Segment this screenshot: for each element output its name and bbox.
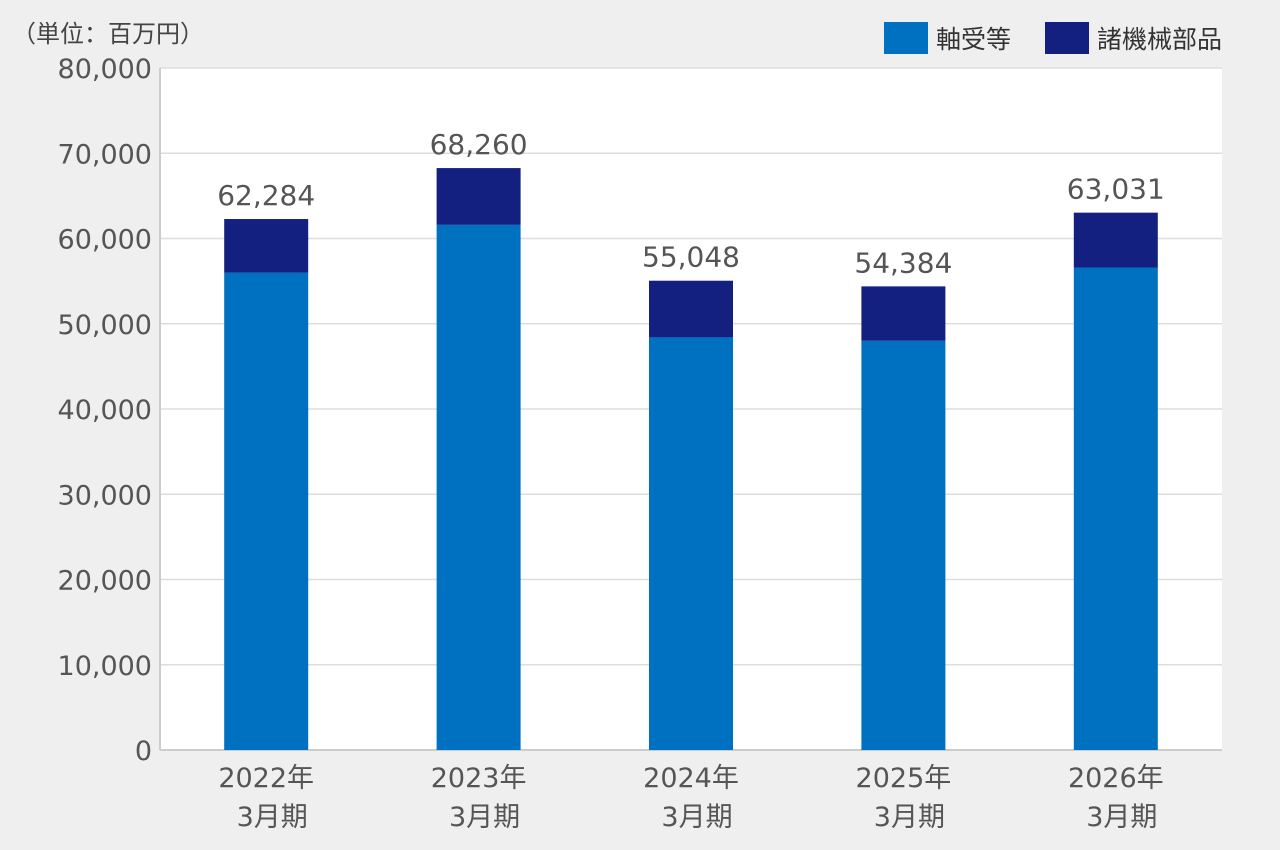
legend-label-bearings: 軸受等 bbox=[935, 25, 1011, 54]
y-tick-label: 60,000 bbox=[58, 225, 152, 256]
bar-segment-machine-parts bbox=[861, 286, 946, 341]
y-tick-label: 40,000 bbox=[58, 395, 152, 426]
y-tick-label: 30,000 bbox=[58, 480, 152, 511]
bar-segment-bearings bbox=[436, 224, 521, 751]
legend-label-machine-parts: 諸機械部品 bbox=[1096, 25, 1222, 54]
legend-item-bearings: 軸受等 bbox=[883, 20, 1011, 56]
bar-total-label: 62,284 bbox=[217, 179, 315, 212]
bar-segment-bearings bbox=[1073, 267, 1158, 750]
x-tick-label-year: 2025年 bbox=[856, 763, 952, 794]
bar-total-label: 55,048 bbox=[642, 241, 740, 274]
bar-segment-bearings bbox=[649, 337, 733, 750]
legend-item-machine-parts: 諸機械部品 bbox=[1044, 20, 1222, 56]
bar-total-label: 63,031 bbox=[1067, 173, 1165, 206]
y-tick-label: 70,000 bbox=[58, 139, 152, 170]
unit-label: （単位：百万円） bbox=[12, 20, 204, 48]
bar-segment-bearings bbox=[224, 272, 309, 750]
x-tick-label-period: 3月期 bbox=[874, 802, 945, 833]
bar-total-label: 68,260 bbox=[430, 128, 528, 161]
y-tick-label: 10,000 bbox=[58, 651, 152, 682]
y-tick-label: 20,000 bbox=[58, 566, 152, 597]
y-tick-label: 50,000 bbox=[58, 310, 152, 341]
bar-segment-machine-parts bbox=[224, 219, 309, 273]
x-tick-label-period: 3月期 bbox=[1086, 802, 1157, 833]
y-tick-label: 0 bbox=[135, 736, 152, 767]
bar-segment-machine-parts bbox=[1073, 212, 1158, 268]
x-tick-label-year: 2023年 bbox=[431, 763, 527, 794]
bar-total-label: 54,384 bbox=[854, 246, 952, 279]
x-tick-label-year: 2024年 bbox=[643, 763, 739, 794]
x-tick-label-period: 3月期 bbox=[661, 802, 732, 833]
x-tick-label-period: 3月期 bbox=[449, 802, 520, 833]
bar-segment-bearings bbox=[861, 340, 946, 750]
bar-segment-machine-parts bbox=[436, 168, 521, 225]
legend-swatch-machine-parts bbox=[1044, 22, 1089, 54]
x-tick-label-year: 2022年 bbox=[218, 763, 314, 794]
bar-segment-machine-parts bbox=[649, 280, 733, 338]
x-tick-label-period: 3月期 bbox=[237, 802, 308, 833]
legend-swatch-bearings bbox=[883, 22, 928, 54]
legend: 軸受等 諸機械部品 bbox=[883, 20, 1222, 56]
y-tick-label: 80,000 bbox=[58, 54, 152, 85]
x-tick-label-year: 2026年 bbox=[1068, 763, 1164, 794]
